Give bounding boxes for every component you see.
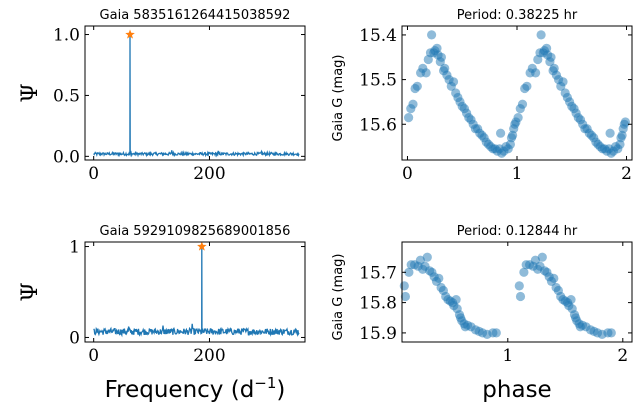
panel-title: Period: 0.38225 hr [457, 8, 578, 23]
y-axis-label: Gaia G (mag) [331, 254, 346, 341]
data-point [451, 295, 461, 305]
data-point [515, 291, 526, 302]
y-tick-label: 1 [69, 238, 80, 258]
data-point [537, 252, 547, 262]
axes-frame [84, 25, 306, 161]
data-point [448, 77, 459, 87]
data-point [434, 273, 444, 283]
data-point [404, 113, 414, 123]
x-tick-label: 0 [402, 164, 413, 184]
data-point [546, 52, 556, 62]
x-axis-label-sup: −1 [254, 374, 276, 392]
y-tick-label: 15.8 [359, 294, 397, 314]
data-point [522, 81, 532, 91]
data-point [436, 52, 446, 62]
x-axis-label: phase [482, 377, 551, 403]
data-point [427, 30, 437, 40]
peak-marker [197, 241, 207, 251]
data-point [566, 295, 576, 305]
data-point [514, 281, 524, 291]
y-tick-label: 1.0 [53, 26, 80, 46]
panel-title: Period: 0.12844 hr [457, 224, 578, 239]
data-point [605, 128, 615, 138]
data-point [408, 99, 418, 109]
data-point [421, 68, 431, 78]
data-point [519, 267, 529, 277]
periodogram-line [93, 34, 300, 158]
x-tick-label: 200 [193, 346, 225, 366]
x-tick-label: 200 [193, 164, 225, 184]
panel-lightcurve-top [401, 25, 633, 161]
y-tick-label: 15.9 [359, 324, 397, 344]
data-point [517, 99, 528, 109]
y-tick-label: 15.5 [359, 71, 397, 91]
axes-frame [401, 241, 633, 343]
data-point [422, 252, 432, 262]
panel-title: Gaia 5929109825689001856 [100, 224, 291, 239]
x-axis-label: Frequency (d−1) [105, 374, 286, 403]
x-axis-label-main: Frequency (d [105, 377, 255, 403]
data-point [491, 328, 501, 338]
data-point [412, 81, 422, 91]
peak-marker [125, 29, 135, 39]
y-tick-label: 15.7 [359, 263, 397, 283]
data-point [606, 328, 616, 338]
data-point [511, 117, 521, 127]
x-axis-label-close: ) [276, 377, 285, 403]
data-point [399, 281, 409, 291]
data-point [404, 267, 414, 277]
data-point [496, 128, 506, 138]
axes-frame [84, 241, 306, 343]
data-point [400, 291, 410, 302]
x-tick-label: 1 [512, 164, 523, 184]
data-point [536, 30, 546, 40]
data-point [531, 68, 541, 78]
periodogram-line [93, 246, 300, 338]
x-tick-label: 1 [502, 346, 513, 366]
data-point [558, 77, 568, 87]
panel-lightcurve-bottom [399, 241, 633, 343]
x-tick-label: 2 [621, 164, 632, 184]
y-tick-label: 0.0 [53, 147, 80, 167]
panel-periodogram-bottom [84, 241, 306, 343]
panel-periodogram-top [84, 25, 306, 161]
data-point [620, 117, 631, 127]
y-tick-label: 15.4 [359, 26, 397, 46]
y-axis-label: Ψ [18, 83, 43, 102]
y-axis-label: Ψ [18, 282, 43, 301]
panel-title: Gaia 5835161264415038592 [100, 8, 291, 23]
y-tick-label: 15.6 [359, 115, 397, 135]
x-tick-label: 0 [88, 164, 99, 184]
x-tick-label: 0 [88, 346, 99, 366]
y-tick-label: 0 [69, 328, 80, 348]
data-point [549, 273, 559, 283]
y-tick-label: 0.5 [53, 86, 80, 106]
y-axis-label: Gaia G (mag) [331, 55, 346, 142]
x-tick-label: 2 [617, 346, 628, 366]
